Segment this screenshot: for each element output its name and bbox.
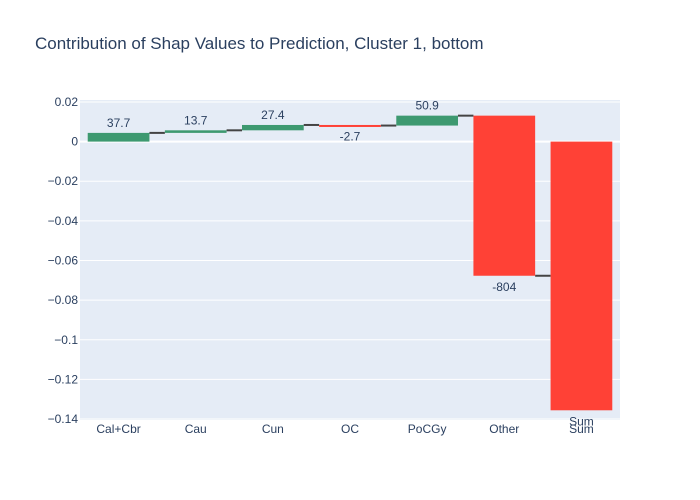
- bar: [164, 130, 227, 133]
- bar: [87, 132, 150, 142]
- bars: [87, 115, 613, 411]
- x-tick-label: Other: [489, 422, 519, 436]
- data-label: 13.7: [184, 113, 208, 127]
- bar: [319, 124, 381, 127]
- bar: [242, 124, 304, 131]
- data-label: 27.4: [261, 108, 285, 122]
- data-label: 37.7: [107, 116, 131, 130]
- grid-lines: [80, 101, 620, 420]
- data-label: -804: [492, 280, 516, 294]
- connector-lines: [149, 114, 551, 277]
- y-axis: 0.02 0 −0.02 −0.04 −0.06 −0.08 −0.1 −0.12 −0.14: [48, 95, 79, 426]
- chart-title: Contribution of Shap Values to Predictio…: [35, 34, 484, 53]
- bar: [396, 115, 458, 126]
- y-tick-label: −0.02: [48, 174, 79, 188]
- x-tick-label: Cau: [185, 422, 207, 436]
- data-label: Sum: [569, 414, 594, 428]
- data-label: 50.9: [415, 99, 439, 113]
- x-axis: Cal+Cbr Cau Cun OC PoCGy Other Sum: [96, 422, 593, 436]
- x-tick-label: Cun: [262, 422, 284, 436]
- y-tick-label: −0.14: [48, 412, 79, 426]
- y-tick-label: −0.06: [48, 253, 79, 267]
- bar: [550, 141, 613, 411]
- y-tick-label: 0: [71, 135, 78, 149]
- y-tick-label: −0.12: [48, 372, 79, 386]
- x-tick-label: Sum: [569, 422, 594, 436]
- bar: [473, 115, 536, 276]
- data-label: -2.7: [340, 130, 361, 144]
- y-tick-label: −0.1: [54, 333, 78, 347]
- x-tick-label: Cal+Cbr: [96, 422, 140, 436]
- y-tick-label: −0.08: [48, 293, 79, 307]
- y-tick-label: −0.04: [48, 214, 79, 228]
- x-tick-label: PoCGy: [408, 422, 447, 436]
- y-tick-label: 0.02: [55, 95, 79, 109]
- data-labels: 37.7 13.7 27.4 -2.7 50.9 -804 Sum: [107, 99, 594, 429]
- x-tick-label: OC: [341, 422, 359, 436]
